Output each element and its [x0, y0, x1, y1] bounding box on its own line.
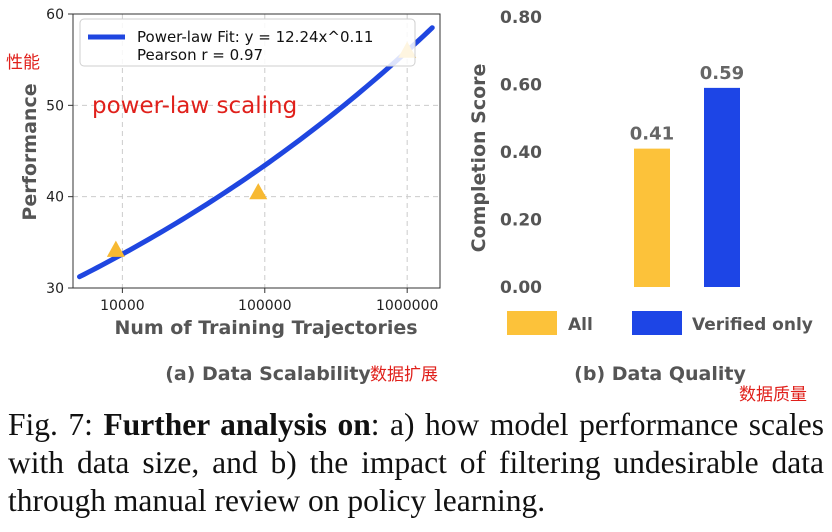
y-tick-label: 0.20 [500, 211, 542, 231]
legend-verified-swatch [632, 311, 682, 335]
x-tick-label: 100000 [238, 298, 291, 314]
figure-caption: Fig. 7: Further analysis on: a) how mode… [8, 406, 824, 520]
power-law-fit-line [77, 25, 435, 280]
performance-cn-label: 性能 [6, 53, 40, 73]
chart-b: 0.00 0.20 0.40 0.60 0.80 0.41 0.59 Completion… [468, 8, 813, 405]
chart-a-markers [106, 41, 417, 257]
bar-all [634, 148, 670, 287]
scalability-cn-label: 数据扩展 [370, 365, 438, 385]
chart-b-bars [634, 87, 740, 287]
quality-cn-label: 数据质量 [739, 385, 807, 405]
legend-all-label: All [568, 315, 593, 335]
legend-all-swatch [507, 311, 557, 335]
data-point-triangle [106, 240, 125, 257]
y-tick-label: 40 [46, 190, 64, 206]
legend-pearson-label: Pearson r = 0.97 [137, 46, 263, 64]
chart-b-value-labels: 0.41 0.59 [630, 63, 744, 145]
caption-prefix: Fig. 7: [8, 407, 104, 442]
x-tick-label: 1000000 [376, 298, 438, 314]
y-tick-label: 60 [46, 7, 64, 23]
chart-a-xticks: 10000 100000 1000000 [100, 288, 438, 314]
x-tick-label: 10000 [100, 298, 145, 314]
chart-a-frame [72, 13, 441, 289]
chart-a-xlabel: Num of Training Trajectories [114, 317, 417, 339]
y-tick-label: 30 [46, 281, 64, 297]
caption-bold: Further analysis on [103, 407, 371, 442]
chart-a-legend-box [79, 18, 416, 67]
y-tick-label: 0.40 [500, 143, 542, 163]
chart-b-title: (b) Data Quality [574, 363, 746, 385]
chart-a: 10000 100000 1000000 30 40 50 60 Power-law Fi… [6, 7, 441, 385]
data-point-triangle [249, 183, 268, 200]
y-tick-label: 0.60 [500, 76, 542, 96]
chart-a-yticks: 30 40 50 60 [46, 7, 73, 297]
chart-b-yticks: 0.00 0.20 0.40 0.60 0.80 [500, 8, 542, 298]
y-tick-label: 0.80 [500, 8, 542, 28]
bar-verified-only [704, 87, 740, 287]
chart-a-title: (a) Data Scalability [165, 363, 371, 385]
power-law-scaling-note: power-law scaling [92, 93, 297, 119]
y-tick-label: 0.00 [500, 278, 542, 298]
legend-fit-label: Power-law Fit: y = 12.24x^0.11 [137, 28, 373, 46]
bar-value-label: 0.41 [630, 124, 674, 145]
chart-a-ylabel: Performance [19, 83, 41, 220]
chart-b-ylabel: Completion Score [468, 64, 490, 253]
caption-rest: : a) how model performance scales with d… [8, 407, 824, 518]
legend-verified-label: Verified only [692, 315, 813, 335]
chart-a-axes [72, 13, 441, 289]
bar-value-label: 0.59 [700, 63, 744, 84]
y-tick-label: 50 [46, 98, 64, 114]
